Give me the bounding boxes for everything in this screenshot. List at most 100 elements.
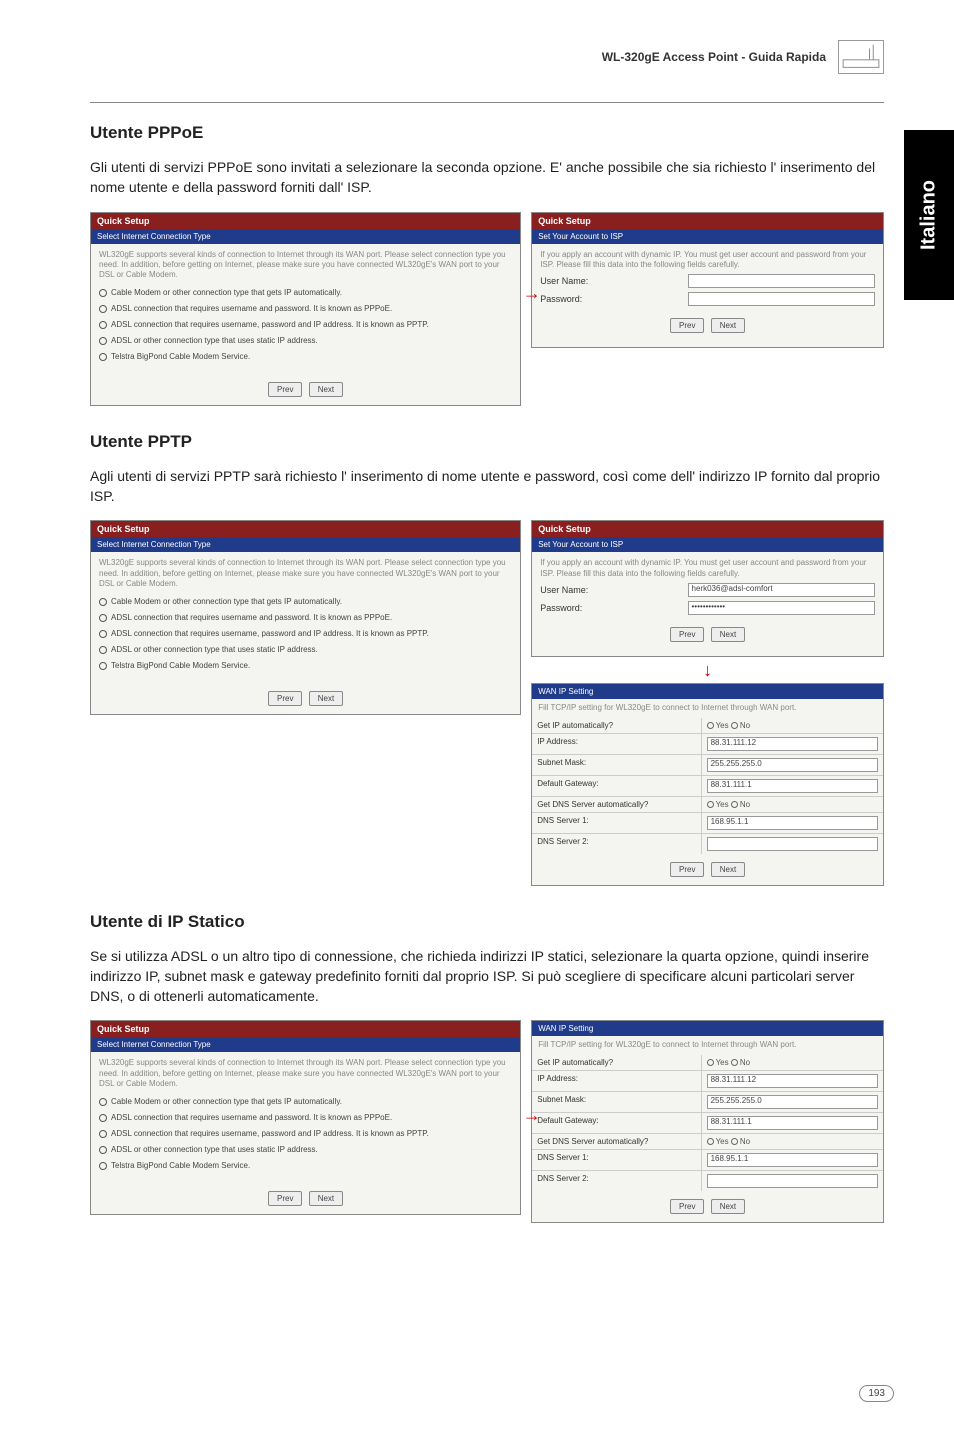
user-input[interactable] (688, 274, 876, 288)
next-button[interactable]: Next (711, 627, 745, 642)
next-button[interactable]: Next (309, 691, 343, 706)
wan-input[interactable]: 88.31.111.1 (707, 779, 878, 793)
wan-row-value[interactable]: Yes No (701, 1055, 883, 1070)
prev-button[interactable]: Prev (268, 1191, 302, 1206)
prev-button[interactable]: Prev (670, 627, 704, 642)
conn-option-label: Cable Modem or other connection type tha… (111, 1097, 342, 1106)
quick-setup-desc: WL320gE supports several kinds of connec… (99, 250, 512, 281)
conn-option-label: ADSL connection that requires username a… (111, 1113, 392, 1122)
wan-row-label: DNS Server 2: (532, 834, 700, 854)
prev-button[interactable]: Prev (670, 862, 704, 877)
wan-input[interactable] (707, 1174, 878, 1188)
prev-button[interactable]: Prev (670, 318, 704, 333)
isp-panel-head: Quick Setup (532, 213, 883, 229)
arrow-right-icon: → (523, 1106, 541, 1124)
wan-row-value[interactable]: Yes No (701, 718, 883, 733)
conn-option[interactable]: Telstra BigPond Cable Modem Service. (99, 1161, 512, 1170)
wan-row-value[interactable]: Yes No (701, 1134, 883, 1149)
conn-option-label: Telstra BigPond Cable Modem Service. (111, 1161, 250, 1170)
wan-row-label: Subnet Mask: (532, 1092, 700, 1112)
quick-setup-panel: Quick Setup Select Internet Connection T… (90, 212, 521, 406)
wan-ip-panel: WAN IP Setting Fill TCP/IP setting for W… (531, 1020, 884, 1222)
quick-setup-head: Quick Setup (91, 1021, 520, 1037)
conn-option[interactable]: ADSL or other connection type that uses … (99, 1145, 512, 1154)
page-header: WL-320gE Access Point - Guida Rapida (90, 40, 884, 74)
wan-panel-head: WAN IP Setting (532, 1021, 883, 1036)
conn-option[interactable]: ADSL connection that requires username a… (99, 304, 512, 313)
isp-panel-desc: If you apply an account with dynamic IP.… (540, 250, 875, 271)
conn-option[interactable]: Telstra BigPond Cable Modem Service. (99, 661, 512, 670)
wan-input[interactable]: 88.31.111.12 (707, 1074, 878, 1088)
quick-setup-sub: Select Internet Connection Type (91, 537, 520, 552)
conn-option[interactable]: ADSL connection that requires username a… (99, 1113, 512, 1122)
next-button[interactable]: Next (309, 382, 343, 397)
section-pppoe-body: Gli utenti di servizi PPPoE sono invitat… (90, 157, 884, 198)
conn-option-label: ADSL or other connection type that uses … (111, 1145, 318, 1154)
pass-input[interactable] (688, 292, 876, 306)
quick-setup-panel: Quick Setup Select Internet Connection T… (90, 1020, 521, 1214)
conn-option[interactable]: ADSL connection that requires username a… (99, 613, 512, 622)
wan-row-label: Default Gateway: (532, 1113, 700, 1133)
conn-option[interactable]: ADSL or other connection type that uses … (99, 645, 512, 654)
section-pptp-body: Agli utenti di servizi PPTP sarà richies… (90, 466, 884, 507)
isp-account-panel: Quick Setup Set Your Account to ISP If y… (531, 212, 884, 349)
wan-row-label: DNS Server 1: (532, 1150, 700, 1170)
wan-row-label: Get DNS Server automatically? (532, 1134, 700, 1149)
section-pppoe-title: Utente PPPoE (90, 123, 884, 143)
wan-input[interactable]: 255.255.255.0 (707, 758, 878, 772)
next-button[interactable]: Next (711, 318, 745, 333)
wan-row-label: DNS Server 2: (532, 1171, 700, 1191)
pass-label: Password: (540, 603, 687, 613)
wan-row-value[interactable]: Yes No (701, 797, 883, 812)
wan-input[interactable] (707, 837, 878, 851)
wan-input[interactable]: 255.255.255.0 (707, 1095, 878, 1109)
wan-ip-panel: WAN IP Setting Fill TCP/IP setting for W… (531, 683, 884, 885)
wan-row-label: Get IP automatically? (532, 1055, 700, 1070)
conn-option[interactable]: Cable Modem or other connection type tha… (99, 597, 512, 606)
isp-panel-sub: Set Your Account to ISP (532, 537, 883, 552)
prev-button[interactable]: Prev (268, 691, 302, 706)
quick-setup-sub: Select Internet Connection Type (91, 1037, 520, 1052)
wan-table: Get IP automatically?Yes No IP Address:8… (532, 718, 883, 854)
wan-row-label: Default Gateway: (532, 776, 700, 796)
conn-option[interactable]: Cable Modem or other connection type tha… (99, 288, 512, 297)
prev-button[interactable]: Prev (268, 382, 302, 397)
conn-option[interactable]: ADSL or other connection type that uses … (99, 336, 512, 345)
wan-input[interactable]: 168.95.1.1 (707, 816, 878, 830)
wan-row-label: Get IP automatically? (532, 718, 700, 733)
section-static-body: Se si utilizza ADSL o un altro tipo di c… (90, 946, 884, 1007)
wan-row-label: IP Address: (532, 734, 700, 754)
header-rule (90, 102, 884, 103)
wan-input[interactable]: 168.95.1.1 (707, 1153, 878, 1167)
quick-setup-desc: WL320gE supports several kinds of connec… (99, 558, 512, 589)
page-number: 193 (859, 1385, 894, 1402)
conn-option-label: Telstra BigPond Cable Modem Service. (111, 352, 250, 361)
conn-option[interactable]: ADSL connection that requires username, … (99, 320, 512, 329)
next-button[interactable]: Next (711, 862, 745, 877)
wan-input[interactable]: 88.31.111.12 (707, 737, 878, 751)
wan-row-label: Subnet Mask: (532, 755, 700, 775)
pass-input[interactable]: •••••••••••• (688, 601, 876, 615)
router-icon (838, 40, 884, 74)
conn-option-label: ADSL connection that requires username, … (111, 629, 429, 638)
user-label: User Name: (540, 585, 687, 595)
header-title: WL-320gE Access Point - Guida Rapida (602, 50, 826, 64)
wan-panel-desc: Fill TCP/IP setting for WL320gE to conne… (532, 1036, 883, 1054)
pass-label: Password: (540, 294, 687, 304)
prev-button[interactable]: Prev (670, 1199, 704, 1214)
conn-option[interactable]: Cable Modem or other connection type tha… (99, 1097, 512, 1106)
conn-option-label: Cable Modem or other connection type tha… (111, 597, 342, 606)
conn-option-label: ADSL connection that requires username, … (111, 320, 429, 329)
wan-input[interactable]: 88.31.111.1 (707, 1116, 878, 1130)
conn-option[interactable]: Telstra BigPond Cable Modem Service. (99, 352, 512, 361)
conn-option[interactable]: ADSL connection that requires username, … (99, 1129, 512, 1138)
wan-table: Get IP automatically?Yes No IP Address:8… (532, 1055, 883, 1191)
next-button[interactable]: Next (711, 1199, 745, 1214)
conn-option[interactable]: ADSL connection that requires username, … (99, 629, 512, 638)
wan-row-label: DNS Server 1: (532, 813, 700, 833)
isp-account-panel: Quick Setup Set Your Account to ISP If y… (531, 520, 884, 657)
user-input[interactable]: herk036@adsl-comfort (688, 583, 876, 597)
wan-panel-desc: Fill TCP/IP setting for WL320gE to conne… (532, 699, 883, 717)
next-button[interactable]: Next (309, 1191, 343, 1206)
isp-panel-desc: If you apply an account with dynamic IP.… (540, 558, 875, 579)
